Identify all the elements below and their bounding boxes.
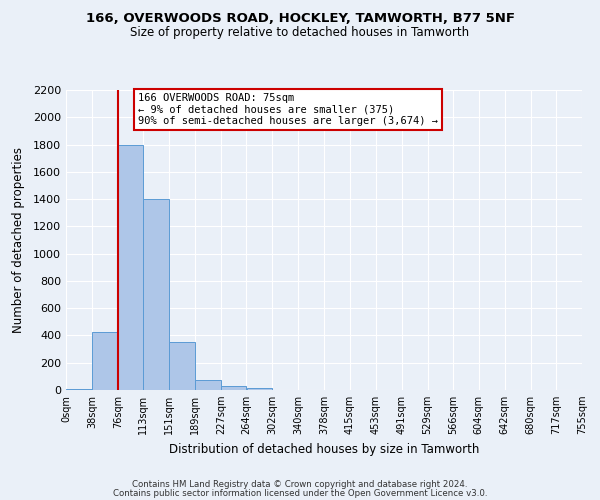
Text: Size of property relative to detached houses in Tamworth: Size of property relative to detached ho…	[130, 26, 470, 39]
Text: Contains public sector information licensed under the Open Government Licence v3: Contains public sector information licen…	[113, 489, 487, 498]
Bar	[221, 386, 246, 390]
Text: 166, OVERWOODS ROAD, HOCKLEY, TAMWORTH, B77 5NF: 166, OVERWOODS ROAD, HOCKLEY, TAMWORTH, …	[86, 12, 515, 26]
Bar	[143, 199, 169, 390]
Bar	[118, 144, 143, 390]
Bar	[247, 388, 272, 390]
Text: Contains HM Land Registry data © Crown copyright and database right 2024.: Contains HM Land Registry data © Crown c…	[132, 480, 468, 489]
Text: 166 OVERWOODS ROAD: 75sqm
← 9% of detached houses are smaller (375)
90% of semi-: 166 OVERWOODS ROAD: 75sqm ← 9% of detach…	[138, 93, 438, 126]
Bar	[92, 332, 118, 390]
Y-axis label: Number of detached properties: Number of detached properties	[11, 147, 25, 333]
Bar	[196, 380, 221, 390]
X-axis label: Distribution of detached houses by size in Tamworth: Distribution of detached houses by size …	[169, 442, 479, 456]
Bar	[169, 342, 195, 390]
